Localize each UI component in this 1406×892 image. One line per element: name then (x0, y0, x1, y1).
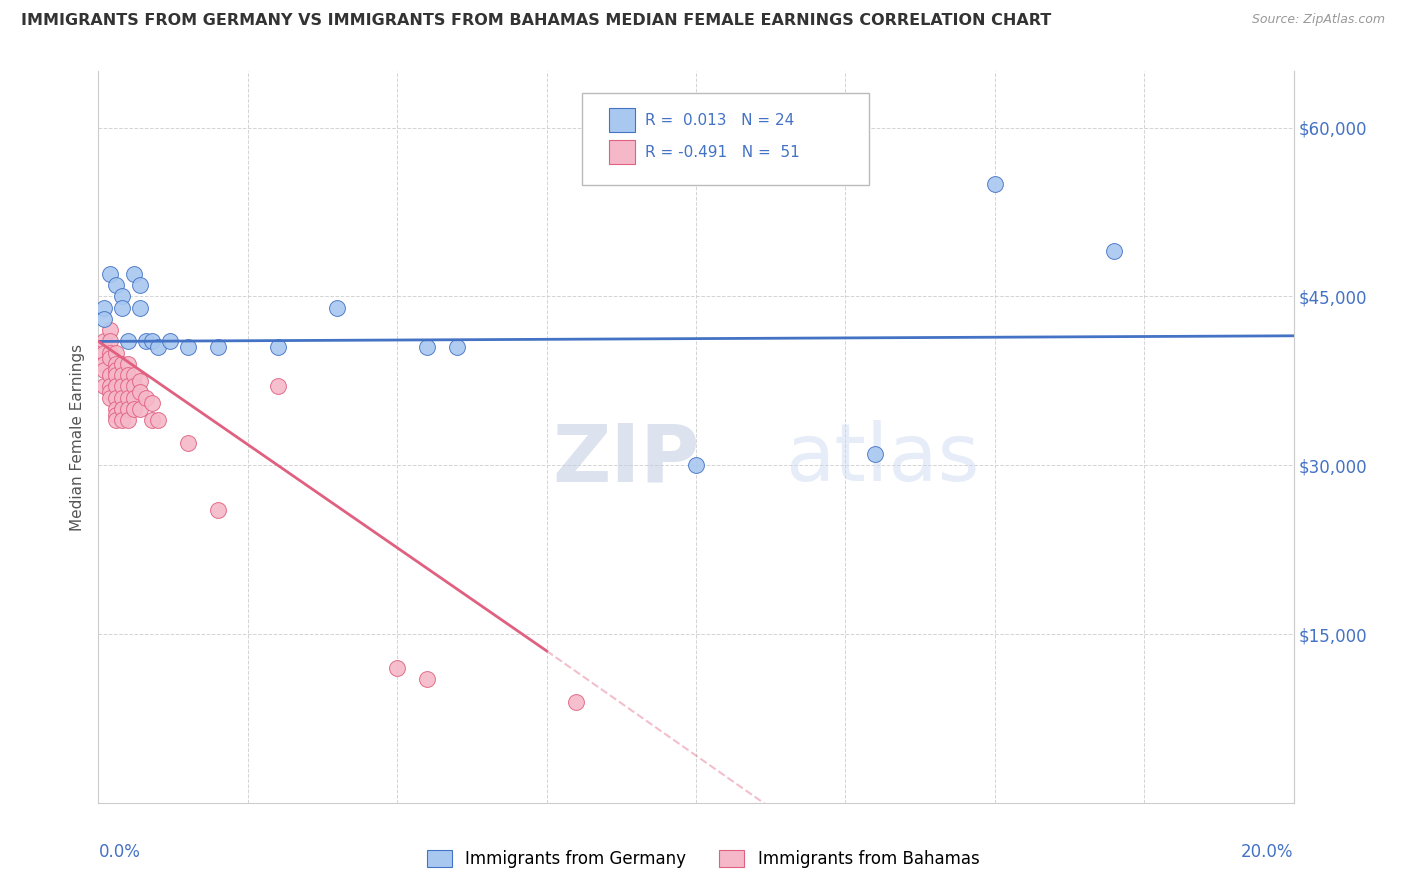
Point (141, 396, 163, 410)
Text: IMMIGRANTS FROM GERMANY VS IMMIGRANTS FROM BAHAMAS MEDIAN FEMALE EARNINGS CORREL: IMMIGRANTS FROM GERMANY VS IMMIGRANTS FR… (21, 13, 1052, 29)
Point (177, 435, 200, 450)
Text: atlas: atlas (786, 420, 980, 498)
Point (1104, 244, 1126, 259)
Point (98, 351, 122, 366)
Point (93, 312, 115, 326)
Point (105, 379, 128, 393)
Point (385, 661, 409, 675)
Point (111, 379, 134, 393)
Point (98, 379, 122, 393)
Point (148, 340, 170, 354)
Bar (609, 108, 636, 132)
Point (98, 385, 122, 400)
Point (93, 345, 115, 359)
Point (416, 672, 439, 686)
Point (105, 345, 128, 359)
Point (326, 301, 349, 315)
Point (105, 408, 128, 422)
Point (111, 289, 134, 303)
Point (111, 301, 134, 315)
Point (111, 391, 134, 405)
Point (135, 391, 157, 405)
Point (117, 368, 139, 383)
Point (446, 340, 468, 354)
Point (98, 345, 122, 359)
Point (416, 340, 439, 354)
Legend: Immigrants from Germany, Immigrants from Bahamas: Immigrants from Germany, Immigrants from… (420, 843, 986, 875)
Point (105, 391, 128, 405)
Point (105, 278, 128, 293)
Point (129, 401, 152, 416)
Point (267, 340, 290, 354)
Point (93, 362, 115, 376)
Point (105, 413, 128, 427)
Point (117, 413, 139, 427)
Point (135, 334, 157, 349)
Point (124, 267, 146, 281)
Point (111, 413, 134, 427)
Point (111, 401, 134, 416)
Point (129, 374, 152, 388)
Point (124, 391, 146, 405)
FancyBboxPatch shape (582, 94, 869, 185)
Point (98, 368, 122, 383)
Point (98, 334, 122, 349)
Point (124, 401, 146, 416)
Point (111, 368, 134, 383)
Point (117, 379, 139, 393)
Point (111, 357, 134, 371)
Point (105, 401, 128, 416)
Point (98, 323, 122, 337)
Y-axis label: Median Female Earnings: Median Female Earnings (70, 343, 86, 531)
Point (207, 340, 229, 354)
Point (93, 357, 115, 371)
Point (105, 357, 128, 371)
Text: R =  0.013   N = 24: R = 0.013 N = 24 (644, 112, 794, 128)
Point (129, 278, 152, 293)
Point (93, 334, 115, 349)
Point (117, 357, 139, 371)
Text: 20.0%: 20.0% (1241, 843, 1294, 861)
Point (117, 334, 139, 349)
Point (267, 379, 290, 393)
Point (93, 301, 115, 315)
Point (141, 413, 163, 427)
Point (177, 340, 200, 354)
Point (117, 401, 139, 416)
Point (98, 267, 122, 281)
Point (148, 413, 170, 427)
Point (129, 301, 152, 315)
Point (685, 458, 707, 473)
Point (129, 385, 152, 400)
Point (865, 447, 887, 461)
Point (98, 391, 122, 405)
Point (984, 177, 1007, 191)
Point (117, 391, 139, 405)
Bar (609, 140, 636, 164)
Point (93, 379, 115, 393)
Point (159, 334, 181, 349)
Text: 0.0%: 0.0% (98, 843, 141, 861)
Point (105, 362, 128, 376)
Point (105, 368, 128, 383)
Point (565, 694, 588, 708)
Point (124, 379, 146, 393)
Text: R = -0.491   N =  51: R = -0.491 N = 51 (644, 145, 800, 160)
Point (141, 334, 163, 349)
Text: ZIP: ZIP (553, 420, 700, 498)
Point (124, 368, 146, 383)
Point (207, 503, 229, 517)
Text: Source: ZipAtlas.com: Source: ZipAtlas.com (1251, 13, 1385, 27)
